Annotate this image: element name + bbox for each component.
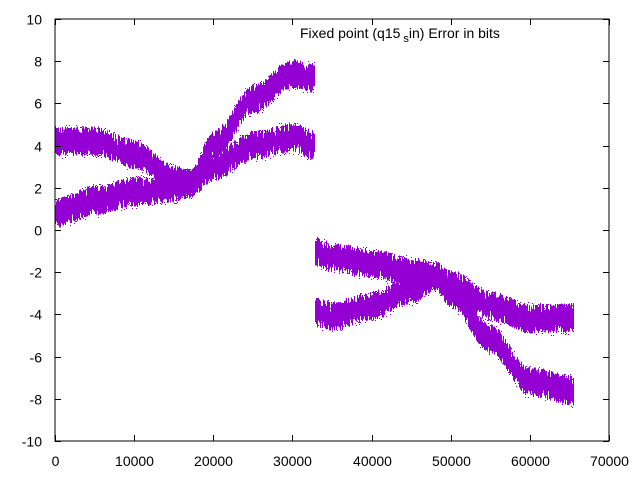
y-tick-label: -2	[30, 265, 43, 281]
y-tick-label: -6	[30, 350, 43, 366]
data-points	[55, 58, 574, 408]
error-points	[55, 58, 574, 408]
x-tick-label: 20000	[194, 453, 233, 469]
y-tick-label: -8	[30, 392, 43, 408]
y-tick-label: 8	[34, 54, 42, 70]
x-tick-label: 0	[52, 453, 60, 469]
y-tick-label: 2	[34, 181, 42, 197]
x-tick-label: 50000	[432, 453, 471, 469]
y-tick-label: -4	[30, 307, 43, 323]
y-tick-label: 0	[34, 223, 42, 239]
y-tick-label: 4	[34, 139, 42, 155]
x-tick-label: 70000	[590, 453, 629, 469]
y-axis-tick-labels: -10 -8 -6 -4 -2 0 2 4 6 8 10	[22, 12, 42, 450]
x-axis-tick-labels: 0 10000 20000 30000 40000 50000 60000 70000	[52, 453, 630, 469]
y-tick-label: -10	[22, 434, 42, 450]
x-tick-label: 10000	[115, 453, 154, 469]
chart-title: Fixed point (q15 sin) Error in bits	[300, 25, 500, 45]
y-tick-label: 6	[34, 96, 42, 112]
x-tick-label: 30000	[273, 453, 312, 469]
x-tick-label: 60000	[511, 453, 550, 469]
x-tick-label: 40000	[353, 453, 392, 469]
axis-ticks	[55, 19, 610, 442]
y-tick-label: 10	[26, 12, 42, 28]
